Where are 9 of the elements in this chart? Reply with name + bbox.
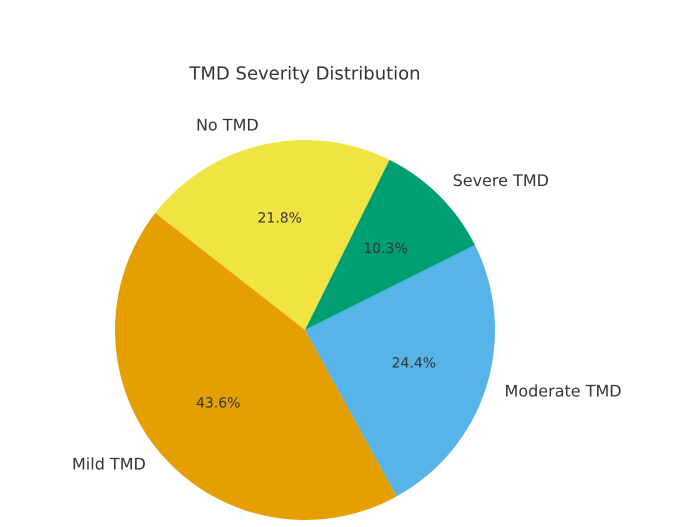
data-label: 21.8% <box>258 210 302 226</box>
slice-label: No TMD <box>196 115 259 134</box>
data-label: 43.6% <box>196 396 240 412</box>
slice-label: Mild TMD <box>72 454 146 474</box>
data-label: 24.4% <box>392 356 436 372</box>
data-label: 10.3% <box>363 240 408 257</box>
chart-title: TMD Severity Distribution <box>188 64 421 85</box>
slice-label: Severe TMD <box>452 171 549 190</box>
slice-label: Moderate TMD <box>504 381 622 400</box>
